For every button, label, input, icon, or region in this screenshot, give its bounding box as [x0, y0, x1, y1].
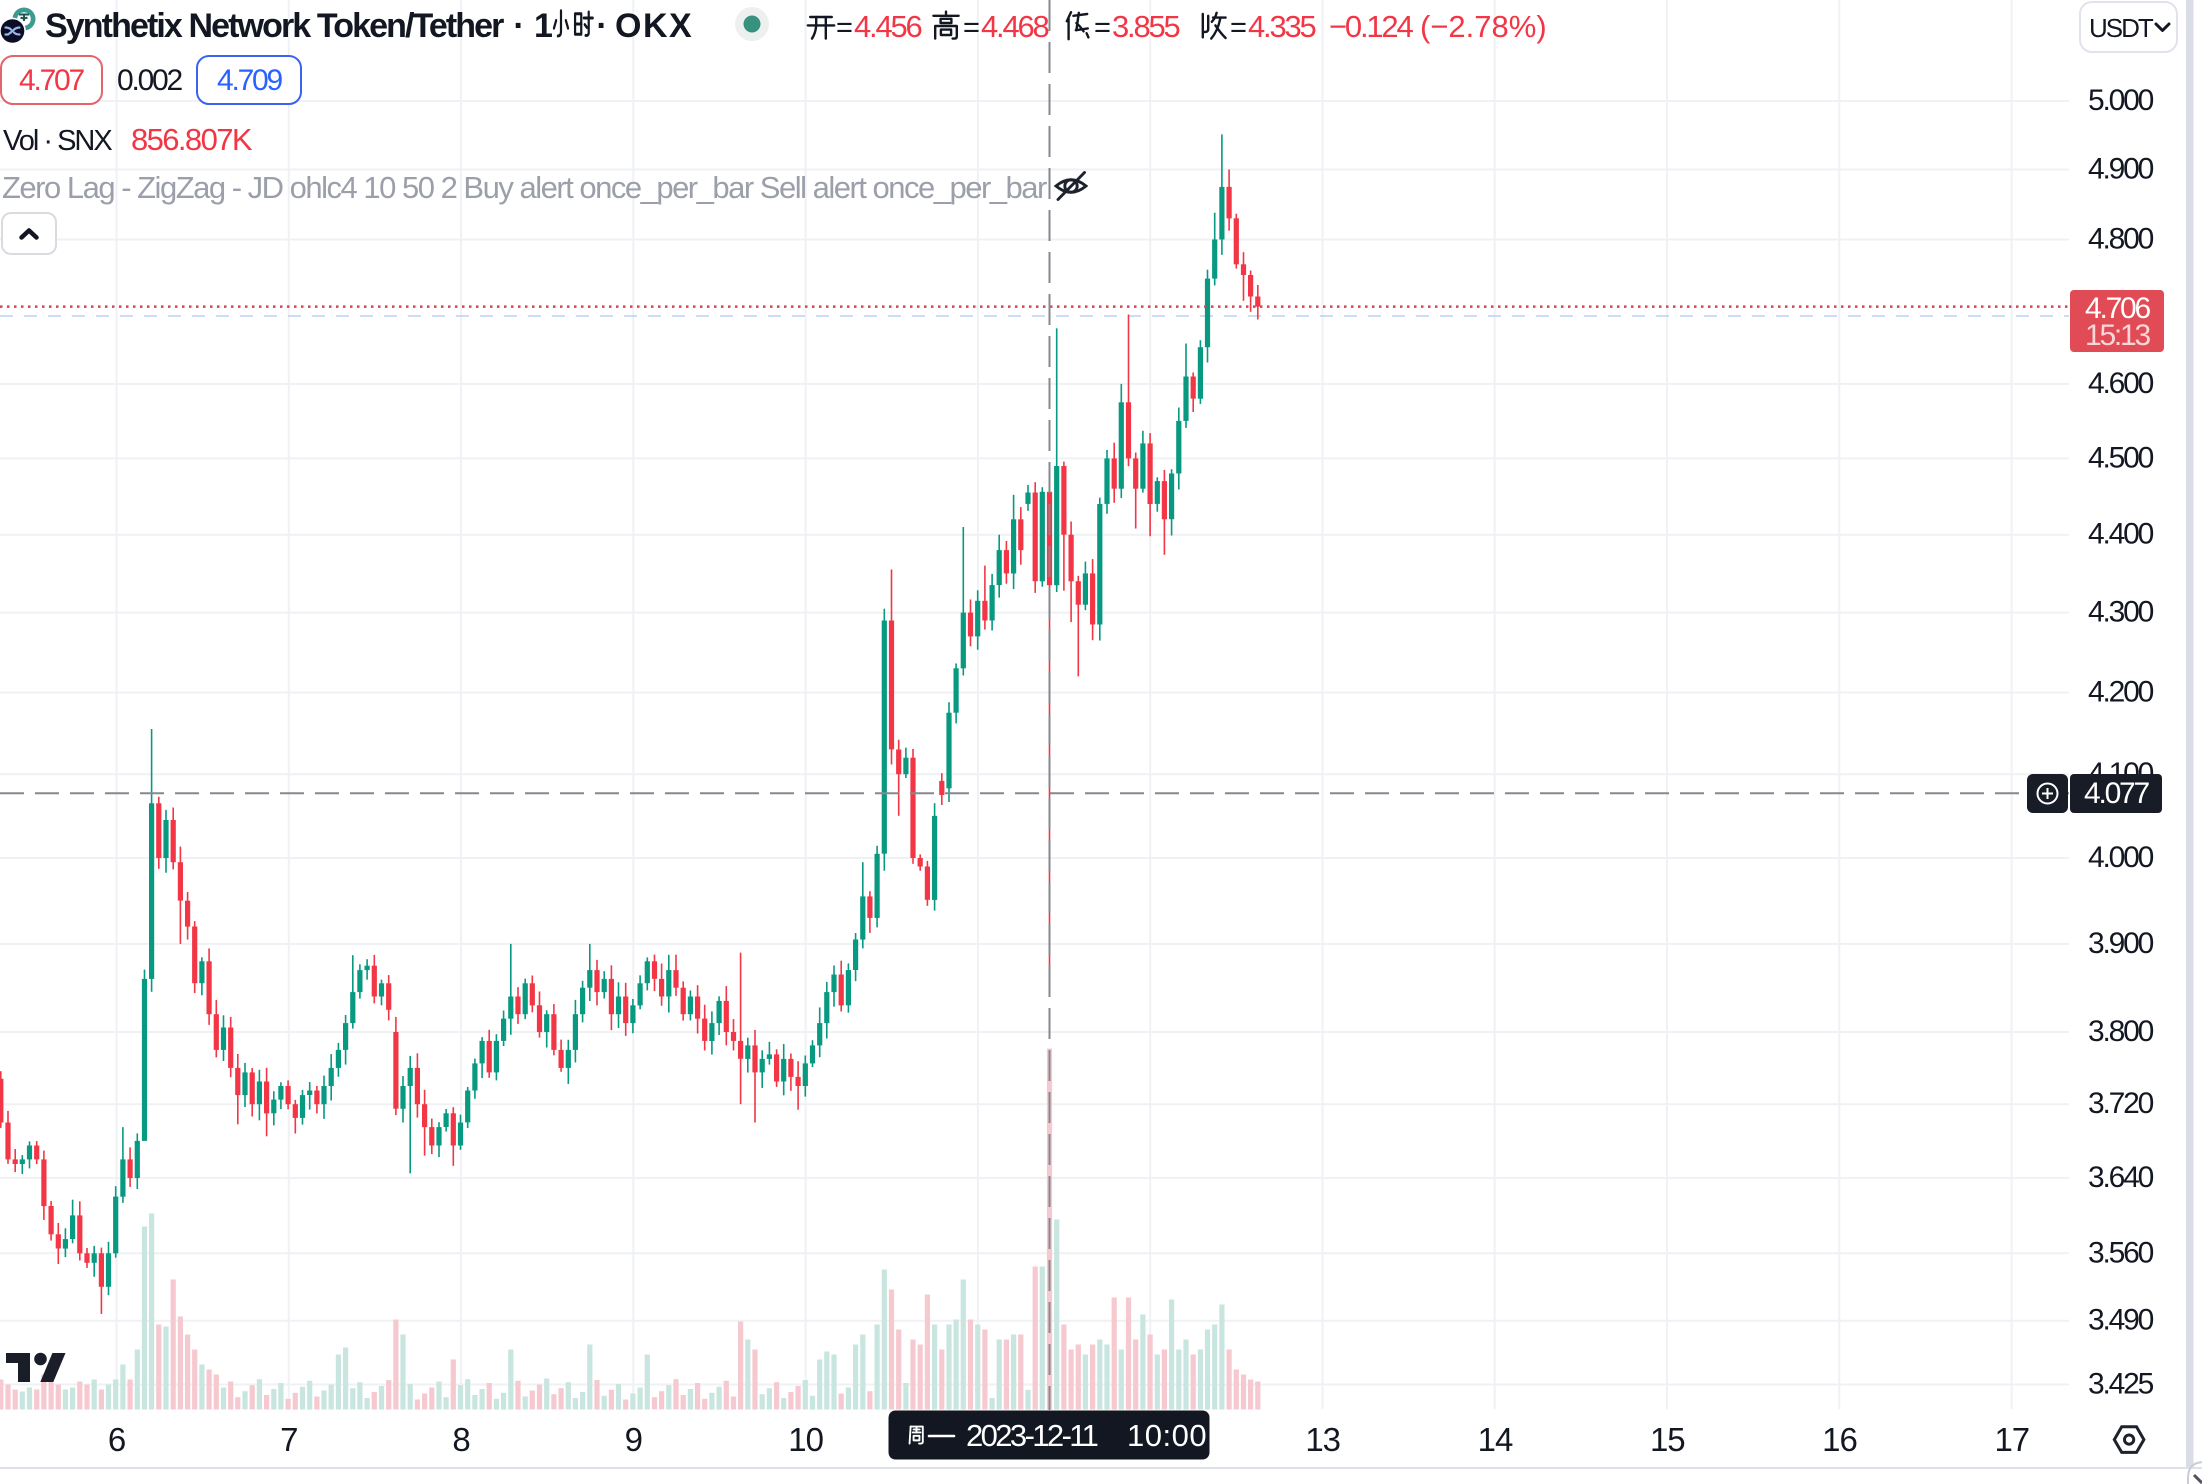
svg-text:4.468: 4.468: [981, 9, 1049, 44]
svg-text:=: =: [1230, 12, 1247, 44]
svg-text:13: 13: [1305, 1421, 1340, 1458]
svg-text:3.855: 3.855: [1112, 9, 1180, 44]
svg-text:4.800: 4.800: [2088, 223, 2154, 256]
svg-text:5.000: 5.000: [2088, 84, 2154, 117]
svg-text:3.640: 3.640: [2088, 1161, 2154, 1194]
svg-text:3.425: 3.425: [2088, 1368, 2154, 1401]
svg-text:=: =: [836, 12, 853, 44]
svg-text:16: 16: [1822, 1421, 1857, 1458]
svg-text:0.002: 0.002: [117, 64, 183, 97]
svg-text:3.900: 3.900: [2088, 927, 2154, 960]
svg-text:14: 14: [1478, 1421, 1513, 1458]
svg-text:15: 15: [1650, 1421, 1685, 1458]
svg-text:856.807K: 856.807K: [131, 122, 253, 157]
svg-text:4.000: 4.000: [2088, 841, 2154, 874]
svg-text:3.720: 3.720: [2088, 1087, 2154, 1120]
svg-text:4.709: 4.709: [217, 64, 283, 97]
svg-text:10:00: 10:00: [1127, 1418, 1207, 1453]
svg-text:Vol · SNX: Vol · SNX: [3, 125, 112, 157]
svg-text:OKX: OKX: [615, 7, 693, 45]
svg-text:7: 7: [280, 1421, 297, 1458]
svg-text:3.560: 3.560: [2088, 1236, 2154, 1269]
svg-text:·: ·: [513, 7, 524, 45]
svg-text:4.600: 4.600: [2088, 367, 2154, 400]
svg-text:=: =: [963, 12, 980, 44]
svg-text:USDT: USDT: [2089, 13, 2154, 43]
svg-text:4.900: 4.900: [2088, 153, 2154, 186]
svg-text:·: ·: [596, 7, 607, 45]
svg-text:3.490: 3.490: [2088, 1304, 2154, 1337]
svg-text:15:13: 15:13: [2085, 319, 2151, 352]
svg-text:4.300: 4.300: [2088, 596, 2154, 629]
svg-text:4.077: 4.077: [2084, 777, 2150, 810]
svg-text:Zero Lag - ZigZag - JD ohlc4 1: Zero Lag - ZigZag - JD ohlc4 10 50 2 Buy…: [2, 170, 1047, 205]
svg-text:9: 9: [625, 1421, 642, 1458]
svg-text:=: =: [1094, 12, 1111, 44]
svg-text:4.335: 4.335: [1248, 9, 1316, 44]
svg-text:(−2.78%): (−2.78%): [1420, 9, 1547, 44]
svg-text:4.400: 4.400: [2088, 518, 2154, 551]
svg-text:2023-12-11: 2023-12-11: [966, 1418, 1098, 1453]
svg-text:4.500: 4.500: [2088, 441, 2154, 474]
svg-text:17: 17: [1994, 1421, 2029, 1458]
svg-text:3.800: 3.800: [2088, 1015, 2154, 1048]
svg-text:6: 6: [108, 1421, 125, 1458]
svg-text:10: 10: [788, 1421, 823, 1458]
svg-text:4.707: 4.707: [19, 64, 85, 97]
svg-text:1: 1: [534, 7, 553, 45]
svg-text:Synthetix Network Token/Tether: Synthetix Network Token/Tether: [45, 7, 504, 45]
svg-text:8: 8: [452, 1421, 469, 1458]
svg-text:4.706: 4.706: [2085, 292, 2151, 325]
svg-text:−0.124: −0.124: [1329, 9, 1413, 44]
svg-text:4.456: 4.456: [854, 9, 922, 44]
svg-text:4.200: 4.200: [2088, 676, 2154, 709]
